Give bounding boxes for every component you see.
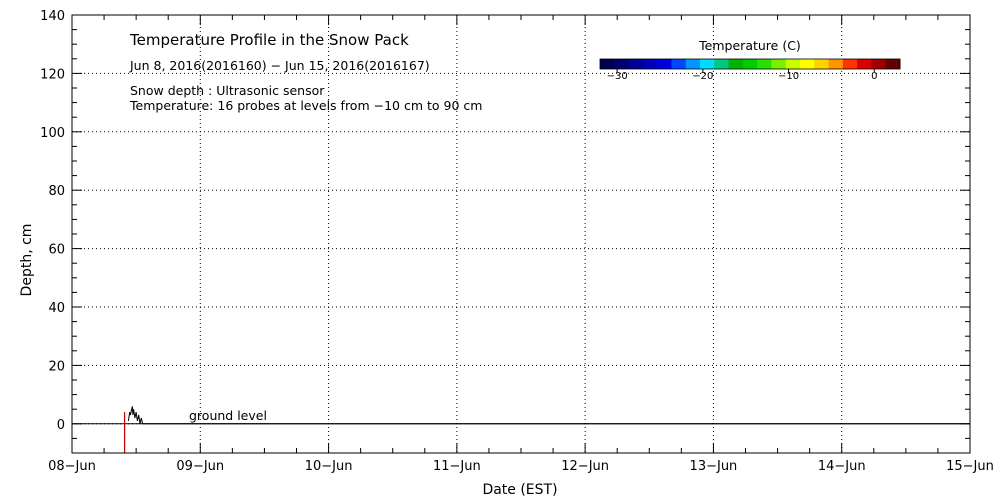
colorbar-cell [714, 59, 730, 69]
colorbar-cell [628, 59, 644, 69]
colorbar-cell [800, 59, 815, 69]
colorbar-cell [814, 59, 830, 69]
x-tick-label: 13−Jun [690, 459, 738, 474]
y-tick-label: 80 [48, 184, 65, 199]
grid-lines [72, 15, 970, 453]
colorbar-cell [600, 59, 615, 69]
colorbar-cell [700, 59, 715, 69]
ground-level-label: ground level [189, 408, 267, 423]
plot-frame [71, 14, 971, 454]
x-tick-label: 12−Jun [561, 459, 609, 474]
axis-ticks [71, 14, 971, 454]
colorbar-cell [842, 59, 858, 69]
y-tick-label: 20 [48, 359, 65, 374]
colorbar-tick-label: −10 [778, 71, 799, 82]
note-temperature: Temperature: 16 probes at levels from −1… [129, 98, 482, 113]
colorbar-tick-label: −30 [607, 71, 628, 82]
colorbar-cell [871, 59, 887, 69]
y-tick-label: 0 [57, 418, 65, 433]
y-tick-label: 40 [48, 301, 65, 316]
y-tick-label: 100 [40, 126, 65, 141]
x-tick-label: 15−Jun [946, 459, 994, 474]
colorbar-cell [614, 59, 630, 69]
colorbar-cell [885, 59, 901, 69]
colorbar-cell [785, 59, 801, 69]
colorbar-cell [685, 59, 701, 69]
colorbar-cell [657, 59, 672, 69]
snow-depth-series [123, 406, 970, 453]
colorbar-cell [642, 59, 658, 69]
x-axis-title: Date (EST) [482, 482, 557, 498]
colorbar-cell [857, 59, 872, 69]
y-axis-title: Depth, cm [19, 224, 35, 297]
x-tick-labels: 08−Jun 09−Jun 10−Jun 11−Jun 12−Jun 13−Jun 14−J… [48, 459, 994, 474]
colorbar-cell [728, 59, 744, 69]
colorbar-cell [828, 59, 844, 69]
colorbar-cell [742, 59, 758, 69]
snow-depth-line [127, 406, 970, 425]
y-tick-label: 120 [40, 67, 65, 82]
temperature-colorbar: Temperature (C) −30 −20 −10 0 [599, 38, 901, 82]
colorbar-title: Temperature (C) [698, 38, 801, 53]
x-tick-label: 08−Jun [48, 459, 96, 474]
chart-subtitle: Jun 8, 2016(2016160) − Jun 15, 2016(2016… [129, 58, 430, 73]
y-tick-label: 140 [40, 9, 65, 24]
colorbar-tick-label: −20 [692, 71, 713, 82]
x-tick-label: 10−Jun [305, 459, 353, 474]
colorbar-frame [599, 58, 901, 70]
colorbar-tick-label: 0 [871, 71, 877, 82]
colorbar-cell [771, 59, 787, 69]
x-tick-label: 14−Jun [818, 459, 866, 474]
colorbar-cell [671, 59, 687, 69]
y-tick-labels: 0 20 40 60 80 100 120 140 [40, 9, 65, 433]
x-tick-label: 11−Jun [433, 459, 481, 474]
chart-title: Temperature Profile in the Snow Pack [129, 31, 409, 49]
colorbar-cell [757, 59, 772, 69]
note-snow-depth: Snow depth : Ultrasonic sensor [130, 83, 325, 98]
y-tick-label: 60 [48, 243, 65, 258]
x-tick-label: 09−Jun [176, 459, 224, 474]
